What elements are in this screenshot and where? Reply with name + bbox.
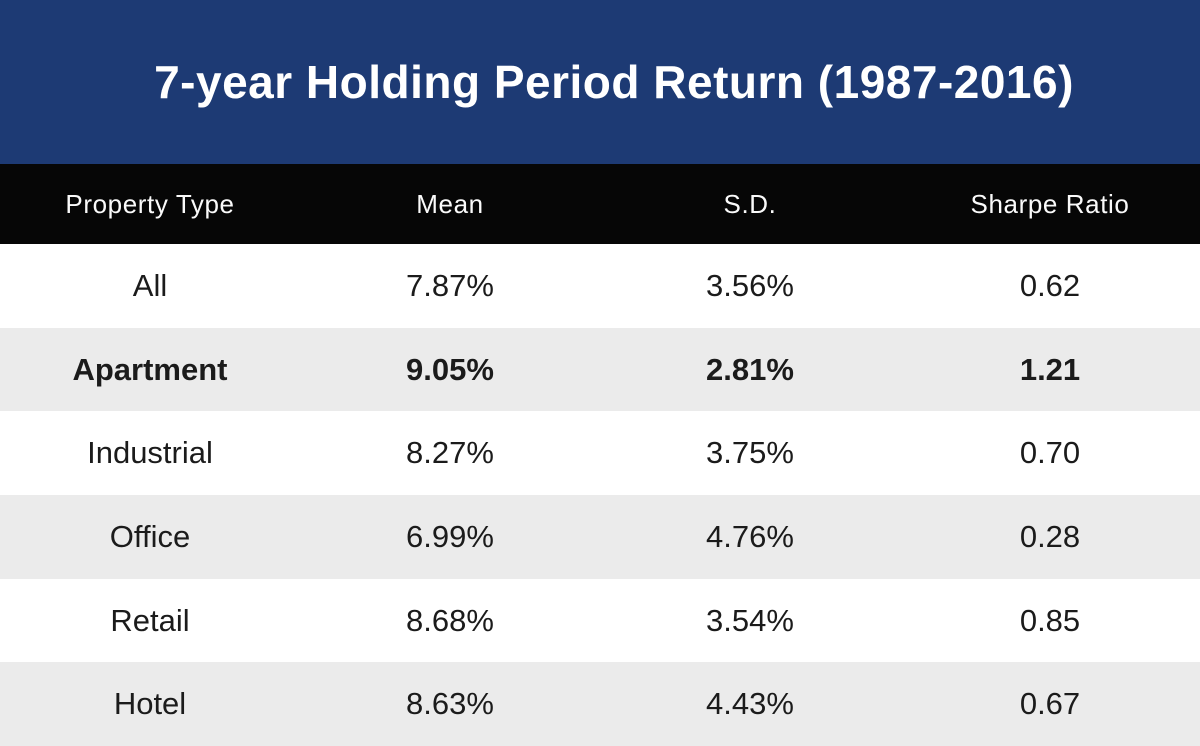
table-cell: 0.85 <box>1019 602 1081 638</box>
table-cell: 0.67 <box>1019 686 1081 722</box>
table-cell: 6.99% <box>406 518 494 554</box>
table-cell: 3.54% <box>706 602 794 638</box>
table-row: All 7.87% 3.56% 0.62 <box>0 244 1200 328</box>
title-banner: 7-year Holding Period Return (1987-2016) <box>0 0 1200 164</box>
table-cell: 4.43% <box>706 686 794 722</box>
table-cell: 7.87% <box>406 267 494 303</box>
table-row: Office 6.99% 4.76% 0.28 <box>0 495 1200 579</box>
table-cell: 8.27% <box>406 435 494 471</box>
table-cell: 2.81% <box>706 351 794 387</box>
table-cell: Apartment <box>72 351 228 387</box>
page-title: 7-year Holding Period Return (1987-2016) <box>154 56 1074 108</box>
table-header-row: Property Type Mean S.D. Sharpe Ratio <box>0 164 1200 244</box>
table-cell: 0.62 <box>1019 267 1081 303</box>
table-row: Industrial 8.27% 3.75% 0.70 <box>0 411 1200 496</box>
column-header-3: Sharpe Ratio <box>970 188 1130 219</box>
table-cell: Office <box>109 518 191 554</box>
column-header-0: Property Type <box>65 188 235 219</box>
table-body: All 7.87% 3.56% 0.62 Apartment 9.05% 2.81% 1.21… <box>0 244 1200 746</box>
table-cell: 0.70 <box>1019 435 1081 471</box>
table-cell: Hotel <box>113 686 187 722</box>
table-row: Apartment 9.05% 2.81% 1.21 <box>0 327 1200 412</box>
table-cell: Retail <box>110 602 190 638</box>
table-row: Hotel 8.63% 4.43% 0.67 <box>0 662 1200 746</box>
table-row: Retail 8.68% 3.54% 0.85 <box>0 578 1200 663</box>
column-header-2: S.D. <box>723 188 777 219</box>
table-cell: 8.63% <box>406 686 494 722</box>
table-cell: 3.75% <box>706 435 794 471</box>
table-cell: Industrial <box>87 435 213 471</box>
table-cell: All <box>132 267 168 303</box>
table-cell: 3.56% <box>706 267 794 303</box>
table-cell: 1.21 <box>1019 351 1081 387</box>
table-cell: 4.76% <box>706 518 794 554</box>
column-header-1: Mean <box>416 188 484 219</box>
table-cell: 8.68% <box>406 602 494 638</box>
table-cell: 9.05% <box>406 351 494 387</box>
table-cell: 0.28 <box>1019 518 1081 554</box>
